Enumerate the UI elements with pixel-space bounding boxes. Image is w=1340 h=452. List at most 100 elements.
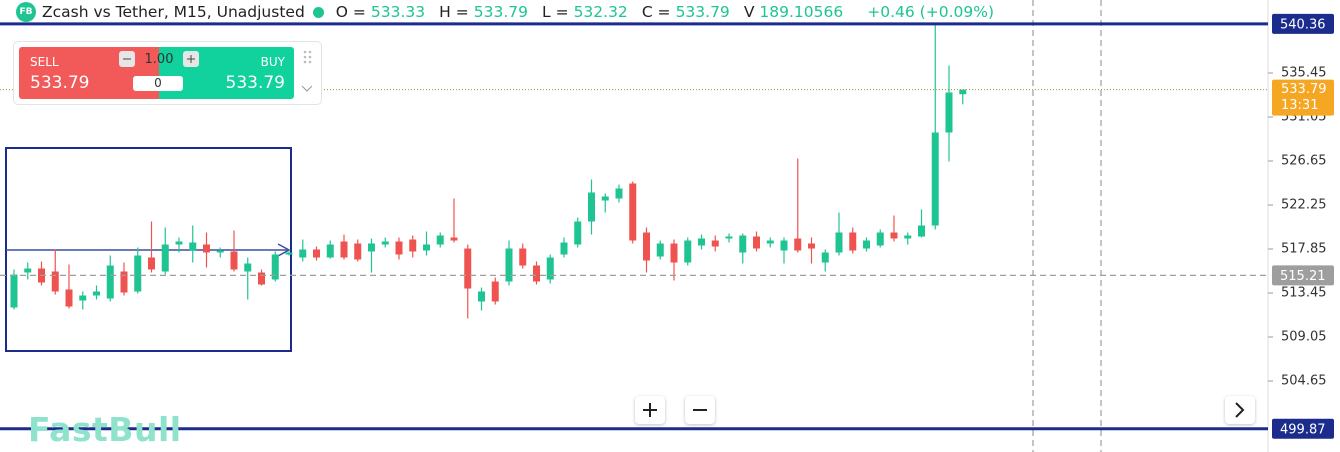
candle-body (505, 248, 513, 282)
candle-body (340, 241, 348, 258)
candle-body (478, 291, 485, 302)
candle-body (79, 295, 87, 301)
candle-body (629, 183, 637, 241)
candle-body (546, 257, 554, 280)
y-tick-label: 535.45 (1281, 66, 1327, 81)
candle-body (10, 274, 18, 308)
candle-body (931, 132, 939, 226)
candle-body (601, 196, 609, 201)
candle-body (945, 92, 953, 133)
sell-label: SELL (30, 55, 59, 69)
candle-body (808, 243, 815, 249)
candle-body (161, 244, 169, 272)
amount-input[interactable]: 0 (133, 76, 183, 91)
candle-body (381, 241, 389, 245)
field-value: 533.33 (370, 3, 426, 21)
widget-handle[interactable] (300, 48, 320, 108)
price-tag-label: 499.87 (1280, 422, 1326, 437)
candle-body (450, 237, 458, 241)
candle-body (175, 241, 183, 245)
candle-body (134, 255, 142, 292)
candle-body (464, 248, 472, 289)
chart-title: Zcash vs Tether, M15, Unadjusted (42, 3, 305, 21)
y-tick-label: 509.05 (1281, 330, 1327, 345)
candle-body (560, 242, 568, 255)
candle-body (313, 249, 320, 258)
trade-widget: SELL 533.79 BUY 533.79 1.00 0 (13, 41, 322, 105)
candle-body (230, 251, 238, 270)
current-price-label: 533.79 (1281, 82, 1327, 97)
candle-body (285, 252, 293, 255)
candle-body (189, 242, 197, 251)
field-value: 533.79 (473, 3, 528, 21)
price-tag (1272, 13, 1334, 34)
candle-body (203, 244, 210, 253)
candle-body (51, 271, 59, 292)
y-tick-label: 513.45 (1281, 286, 1327, 301)
candle-body (656, 243, 664, 257)
candle-body (24, 268, 32, 273)
quantity[interactable]: 1.00 (144, 51, 174, 67)
candle-body (258, 272, 265, 285)
candle-body (93, 291, 100, 296)
candle-body (890, 232, 898, 239)
field-label: O = (335, 3, 366, 21)
countdown-label: 13:31 (1281, 98, 1318, 113)
candle-body (766, 240, 774, 244)
y-tick-label: 504.65 (1281, 374, 1327, 389)
symbol-badge: FB (16, 2, 36, 22)
candle-body (615, 188, 623, 199)
candle-body (794, 238, 802, 251)
legend-header: FB Zcash vs Tether, M15, Unadjusted O = 5… (16, 2, 994, 22)
candle-body (835, 232, 843, 253)
status-dot (312, 6, 324, 18)
candle-body (519, 248, 527, 266)
sell-price: 533.79 (30, 73, 90, 93)
candle-body (423, 244, 430, 251)
sell-button[interactable]: SELL 533.79 (19, 47, 159, 99)
y-tick-label: 522.25 (1281, 198, 1327, 213)
buy-price: 533.79 (225, 73, 285, 93)
buy-label: BUY (260, 55, 285, 69)
candle-body (574, 221, 582, 245)
candle-body (354, 243, 362, 260)
candle-body (918, 225, 925, 237)
candle-body (148, 257, 155, 270)
candle-body (368, 243, 375, 252)
candle-body (409, 239, 417, 252)
candle-body (65, 289, 73, 307)
zoom-out[interactable] (685, 396, 715, 424)
field-label: V (743, 3, 755, 21)
candle-body (849, 232, 857, 251)
scroll-right[interactable] (1225, 396, 1255, 424)
candle-body (780, 240, 788, 251)
ohlc-fields: O = 533.33 H = 533.79 L = 532.32 C = 533.79 V 189… (336, 3, 857, 21)
field-value: 533.79 (675, 3, 730, 21)
field-label: H = (439, 3, 469, 21)
increase-button[interactable] (182, 51, 199, 67)
zoom-in[interactable] (635, 396, 665, 424)
candle-body (876, 232, 884, 246)
candle-body (244, 263, 252, 272)
quantity-control: 1.00 (119, 49, 199, 69)
decrease-button[interactable] (119, 51, 135, 67)
price-tag (1272, 265, 1334, 286)
candle-body (271, 254, 279, 280)
price-tag-label: 515.21 (1280, 269, 1326, 284)
candle-body (739, 235, 747, 253)
field-value: 532.32 (573, 3, 628, 21)
candle-body (863, 240, 870, 249)
candle-body (588, 192, 595, 222)
candle-body (326, 244, 334, 258)
candle-body (725, 236, 733, 239)
y-tick-label: 517.85 (1281, 242, 1327, 257)
candle-body (711, 240, 719, 247)
candle-body (120, 271, 128, 293)
candle-body (299, 249, 307, 258)
candle-body (533, 265, 540, 282)
candle-body (643, 232, 650, 261)
candle-body (698, 238, 705, 246)
change: +0.46 (+0.09%) (867, 3, 994, 21)
watermark: FastBull (28, 410, 182, 449)
candle-body (821, 252, 829, 263)
